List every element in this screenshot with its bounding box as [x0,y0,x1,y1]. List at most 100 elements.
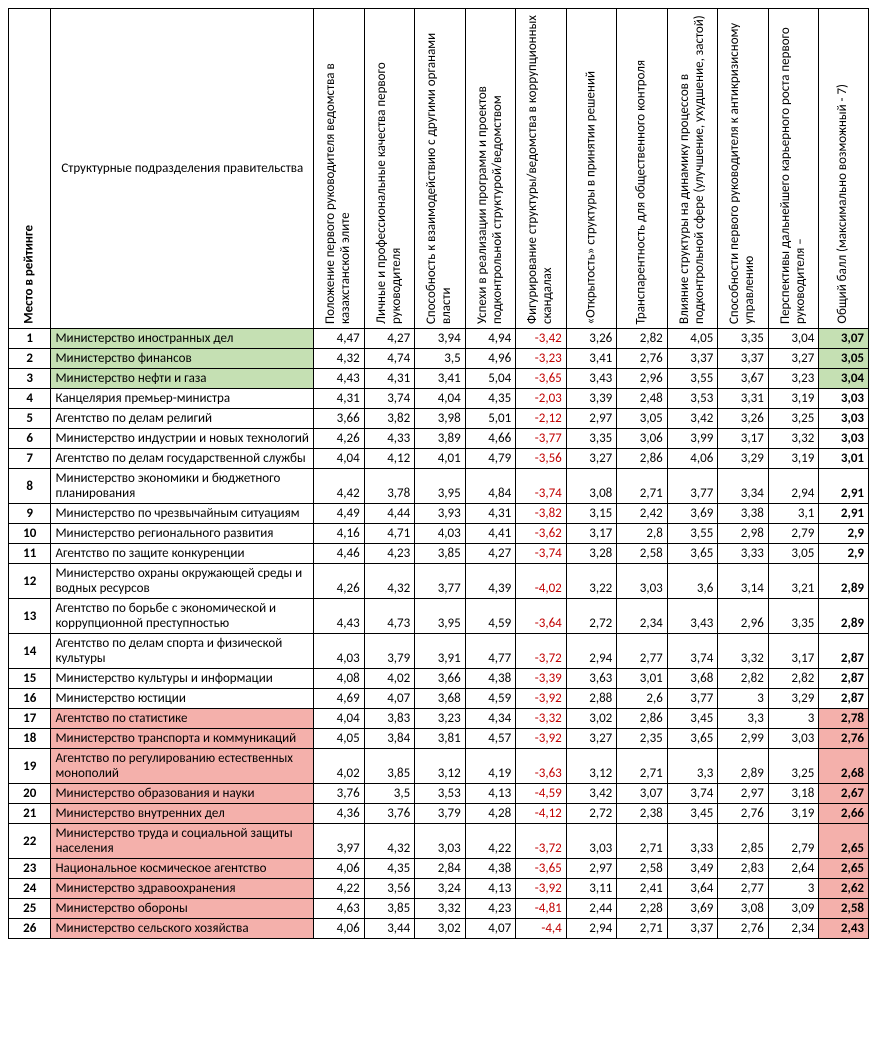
table-row: 19Агентство по регулированию естественны… [9,749,869,784]
value-cell: 3,93 [415,504,466,524]
value-cell: 3,1 [768,504,819,524]
value-cell: 4,43 [314,599,365,634]
rank-cell: 10 [9,524,51,544]
value-cell: 4,94 [465,329,516,349]
value-cell: 2,35 [617,729,668,749]
value-cell: 3,65 [667,544,718,564]
value-cell: 2,89 [718,749,769,784]
value-cell: 3,24 [415,879,466,899]
rank-cell: 13 [9,599,51,634]
header-criterion-6: Транспарентность для общественного контр… [617,9,668,329]
value-cell: 4,74 [364,349,415,369]
value-cell: 4,38 [465,669,516,689]
value-cell: 3,06 [617,429,668,449]
table-row: 21Министерство внутренних дел4,363,763,7… [9,804,869,824]
total-cell: 2,66 [819,804,869,824]
table-row: 13Агентство по борьбе с экономической и … [9,599,869,634]
value-cell: 4,07 [465,919,516,939]
rank-cell: 12 [9,564,51,599]
table-row: 12Министерство охраны окружающей среды и… [9,564,869,599]
value-cell: 2,76 [617,349,668,369]
value-cell: 3,53 [667,389,718,409]
value-cell: 3,68 [667,669,718,689]
value-cell: -4,81 [516,899,567,919]
name-cell: Агентство по делам спорта и физической к… [51,634,314,669]
total-cell: 2,43 [819,919,869,939]
total-cell: 2,87 [819,669,869,689]
value-cell: 4,71 [364,524,415,544]
table-row: 24Министерство здравоохранения4,223,563,… [9,879,869,899]
rank-cell: 19 [9,749,51,784]
value-cell: 4,73 [364,599,415,634]
value-cell: 3,77 [667,469,718,504]
value-cell: 2,97 [718,784,769,804]
value-cell: 4,22 [465,824,516,859]
value-cell: 3,69 [667,899,718,919]
total-cell: 2,62 [819,879,869,899]
value-cell: 4,59 [465,689,516,709]
value-cell: 2,82 [768,669,819,689]
value-cell: 2,38 [617,804,668,824]
header-rank-label: Место в рейтинге [11,225,48,324]
table-row: 2Министерство финансов4,324,743,54,96-3,… [9,349,869,369]
value-cell: 4,08 [314,669,365,689]
header-criterion-9: Перспективы дальнейшего карьерного роста… [768,9,819,329]
value-cell: 4,96 [465,349,516,369]
value-cell: 4,04 [314,449,365,469]
value-cell: 4,04 [314,709,365,729]
value-cell: -4,02 [516,564,567,599]
value-cell: 3,18 [768,784,819,804]
value-cell: 3,12 [566,749,617,784]
value-cell: 4,02 [364,669,415,689]
value-cell: 4,02 [314,749,365,784]
table-row: 10Министерство регионального развития4,1… [9,524,869,544]
value-cell: 3,42 [667,409,718,429]
value-cell: 4,39 [465,564,516,599]
value-cell: -3,56 [516,449,567,469]
value-cell: 2,64 [768,859,819,879]
value-cell: 3,5 [364,784,415,804]
table-row: 20Министерство образования и науки3,763,… [9,784,869,804]
value-cell: 3,37 [667,919,718,939]
total-cell: 2,89 [819,599,869,634]
total-cell: 2,9 [819,524,869,544]
rank-cell: 11 [9,544,51,564]
header-name-label: Структурные подразделения правительства [61,161,303,176]
value-cell: 3,23 [768,369,819,389]
value-cell: 4,77 [465,634,516,669]
value-cell: 2,77 [617,634,668,669]
value-cell: 3,14 [718,564,769,599]
value-cell: 3,74 [364,389,415,409]
value-cell: 3,99 [667,429,718,449]
value-cell: 3,19 [768,804,819,824]
value-cell: 2,77 [718,879,769,899]
value-cell: 2,34 [617,599,668,634]
value-cell: -4,12 [516,804,567,824]
total-cell: 3,07 [819,329,869,349]
name-cell: Министерство транспорта и коммуникаций [51,729,314,749]
table-header: Место в рейтинге Структурные подразделен… [9,9,869,329]
value-cell: 2,58 [617,544,668,564]
table-row: 23Национальное космическое агентство4,06… [9,859,869,879]
value-cell: 4,84 [465,469,516,504]
value-cell: 3,95 [415,469,466,504]
value-cell: 2,88 [566,689,617,709]
name-cell: Агентство по борьбе с экономической и ко… [51,599,314,634]
value-cell: 3,79 [364,634,415,669]
table-row: 5Агентство по делам религий3,663,823,985… [9,409,869,429]
value-cell: 3,49 [667,859,718,879]
value-cell: -3,62 [516,524,567,544]
value-cell: 3,01 [617,669,668,689]
value-cell: 3,29 [768,689,819,709]
value-cell: 3,37 [718,349,769,369]
value-cell: 4,43 [314,369,365,389]
value-cell: 3,85 [415,544,466,564]
name-cell: Министерство обороны [51,899,314,919]
value-cell: 4,05 [667,329,718,349]
table-row: 4Канцелярия премьер-министра4,313,744,04… [9,389,869,409]
rank-cell: 8 [9,469,51,504]
value-cell: 4,03 [314,634,365,669]
value-cell: 2,99 [718,729,769,749]
value-cell: -4,4 [516,919,567,939]
value-cell: 2,94 [566,919,617,939]
